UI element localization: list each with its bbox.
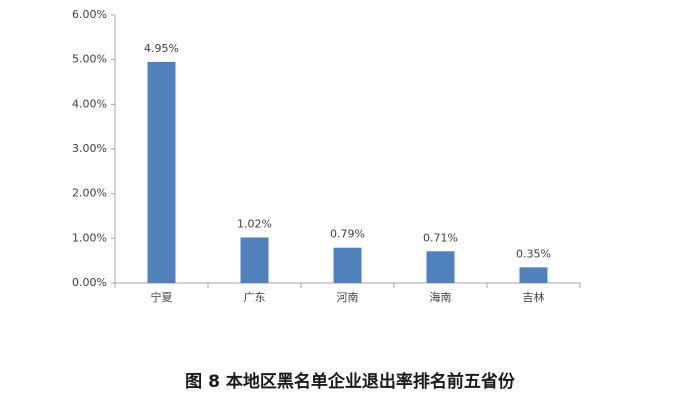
value-label: 1.02%	[237, 217, 272, 230]
y-tick-label: 1.00%	[72, 231, 107, 244]
y-tick-label: 6.00%	[72, 8, 107, 21]
x-tick-label: 宁夏	[151, 290, 173, 304]
bar	[240, 237, 269, 283]
chart-title: 图 8 本地区黑名单企业退出率排名前五省份	[185, 371, 516, 392]
y-tick-label: 3.00%	[72, 142, 107, 155]
value-label: 0.35%	[516, 247, 551, 260]
x-tick-label: 河南	[337, 291, 359, 304]
y-tick-label: 2.00%	[72, 187, 107, 200]
value-label: 4.95%	[144, 42, 179, 55]
x-tick-label: 海南	[430, 290, 452, 304]
value-label: 0.79%	[330, 228, 365, 241]
bar	[147, 61, 176, 284]
value-label: 0.71%	[423, 231, 458, 244]
x-tick-label: 吉林	[523, 290, 545, 304]
bar	[333, 247, 362, 283]
x-tick-label: 广东	[244, 291, 266, 304]
y-tick-label: 5.00%	[72, 53, 107, 66]
bar	[426, 251, 455, 283]
y-tick-label: 4.00%	[72, 97, 107, 110]
bar	[519, 267, 548, 283]
y-tick-label: 0.00%	[72, 276, 107, 289]
